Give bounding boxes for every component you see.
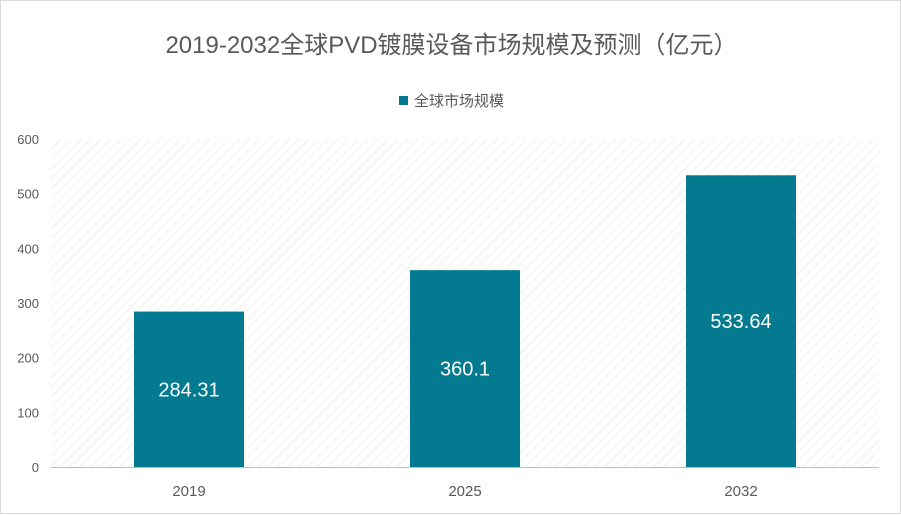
chart-legend: 全球市场规模 [1, 90, 901, 111]
y-tick-label: 600 [17, 132, 39, 147]
data-label: 533.64 [710, 311, 771, 333]
data-label: 360.1 [440, 359, 490, 381]
y-tick-label: 200 [17, 351, 39, 366]
x-tick-label: 2032 [724, 483, 757, 500]
bar [134, 311, 244, 467]
y-tick-label: 300 [17, 296, 39, 311]
bar [410, 270, 520, 467]
data-label: 284.31 [158, 379, 219, 401]
bar [686, 175, 796, 467]
legend-label: 全球市场规模 [413, 93, 504, 110]
y-tick-label: 0 [32, 460, 39, 475]
y-tick-label: 500 [17, 187, 39, 202]
y-tick-label: 400 [17, 241, 39, 256]
y-tick-label: 100 [17, 405, 39, 420]
legend-swatch [398, 96, 408, 105]
x-tick-label: 2025 [448, 483, 481, 500]
x-tick-label: 2019 [172, 483, 205, 500]
chart-title: 2019-2032全球PVD镀膜设备市场规模及预测（亿元） [165, 32, 738, 59]
